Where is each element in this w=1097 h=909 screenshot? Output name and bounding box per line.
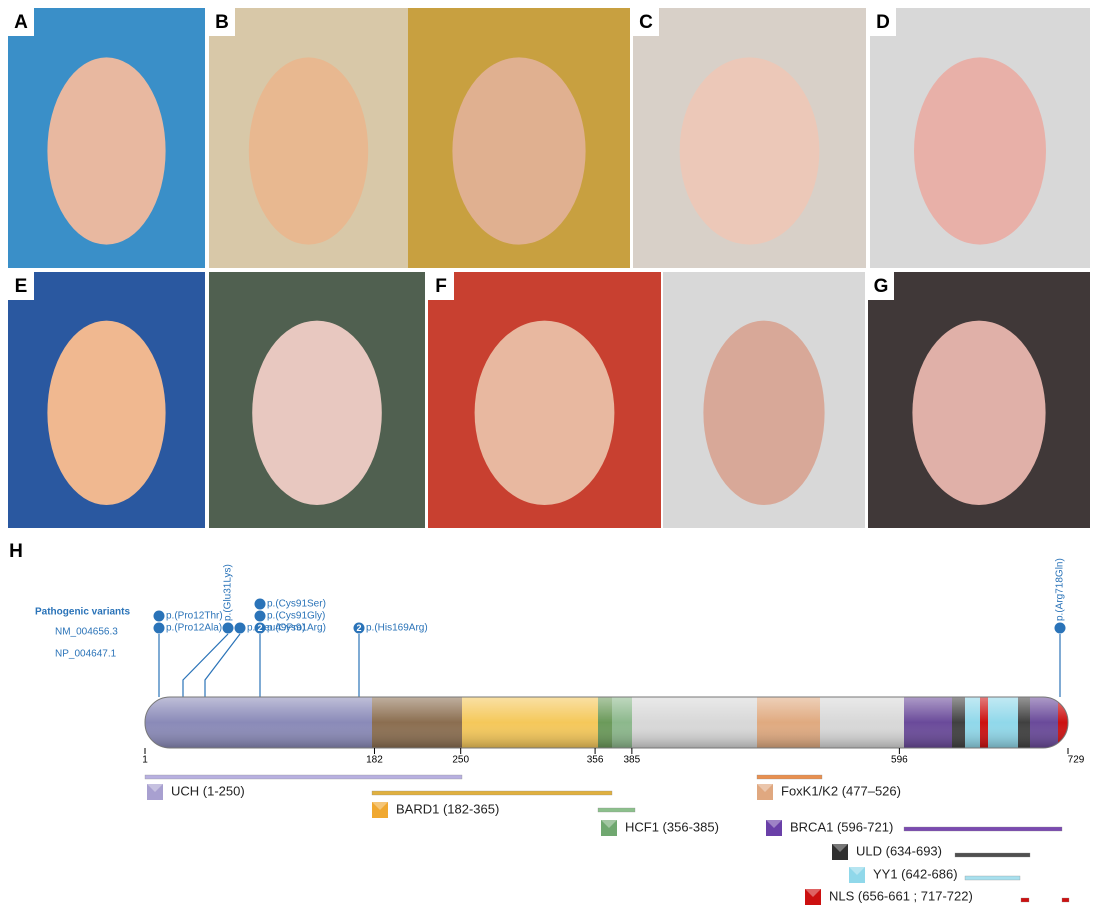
figure: A B C D E F G H Pathogenic variants NM_004656.3 NP… xyxy=(0,0,1097,909)
tick-label: 1 xyxy=(142,755,148,766)
legend-label: ULD (634-693) xyxy=(856,843,942,858)
variant-marker xyxy=(154,623,165,634)
tick-label: 385 xyxy=(624,755,641,766)
face xyxy=(680,57,820,244)
legend-label: BRCA1 (596-721) xyxy=(790,819,893,834)
legend-label: UCH (1-250) xyxy=(171,783,245,798)
domain-span xyxy=(598,808,635,812)
domain-span xyxy=(955,853,1030,857)
domain-span xyxy=(904,827,1062,831)
tick-label: 182 xyxy=(366,755,383,766)
domain-span xyxy=(1021,898,1029,902)
variant-marker xyxy=(1055,623,1066,634)
heading: Pathogenic variants xyxy=(35,607,130,618)
transcript: NP_004647.1 xyxy=(55,649,117,660)
protein-shade xyxy=(145,697,1068,748)
face xyxy=(703,321,824,505)
panel-label: B xyxy=(215,12,229,33)
legend-label: FoxK1/K2 (477–526) xyxy=(781,783,901,798)
legend-label: HCF1 (356-385) xyxy=(625,819,719,834)
variant-count: 2 xyxy=(356,623,361,633)
panel-label: C xyxy=(639,12,653,33)
variant-count: 2 xyxy=(257,623,262,633)
panel-label: G xyxy=(874,276,889,297)
tick-label: 250 xyxy=(452,755,469,766)
variant-label: p.(Pro12Thr) xyxy=(166,611,223,622)
variant-marker xyxy=(154,611,165,622)
variant-marker xyxy=(223,623,234,634)
variant-label: p.(Arg718Gln) xyxy=(1055,558,1066,621)
variant-marker xyxy=(255,599,266,610)
panel-label: E xyxy=(15,276,28,297)
panel-label: D xyxy=(876,12,890,33)
tick-label: 729 xyxy=(1068,755,1085,766)
face xyxy=(452,57,585,244)
transcript: NM_004656.3 xyxy=(55,627,118,638)
domain-span xyxy=(145,775,462,779)
legend-label: BARD1 (182-365) xyxy=(396,801,499,816)
face xyxy=(914,57,1046,244)
panel-label: H xyxy=(9,541,23,562)
variant-label: p.(Pro12Ala) xyxy=(166,623,222,634)
domain-span xyxy=(757,775,822,779)
variant-label: p.(Glu31Lys) xyxy=(223,564,234,621)
variant-label: p.(Cys91Arg) xyxy=(267,623,326,634)
face xyxy=(47,57,165,244)
panel-label: A xyxy=(14,12,28,33)
protein xyxy=(145,697,1068,748)
face xyxy=(252,321,382,505)
variant-marker xyxy=(235,623,246,634)
face xyxy=(249,57,368,244)
face xyxy=(47,321,165,505)
legend-label: NLS (656-661 ; 717-722) xyxy=(829,888,973,903)
variant-label: p.(His169Arg) xyxy=(366,623,428,634)
variant-label: p.(Cys91Ser) xyxy=(267,599,326,610)
tick-label: 356 xyxy=(587,755,604,766)
face xyxy=(475,321,615,505)
domain-span xyxy=(965,876,1020,880)
variant-stem xyxy=(205,634,240,697)
domain-span xyxy=(1062,898,1069,902)
tick-label: 596 xyxy=(891,755,908,766)
domain-span xyxy=(372,791,612,795)
variant-label: p.(Cys91Gly) xyxy=(267,611,325,622)
legend-label: YY1 (642-686) xyxy=(873,866,958,881)
face xyxy=(912,321,1045,505)
panel-label: F xyxy=(435,276,447,297)
variant-marker xyxy=(255,611,266,622)
